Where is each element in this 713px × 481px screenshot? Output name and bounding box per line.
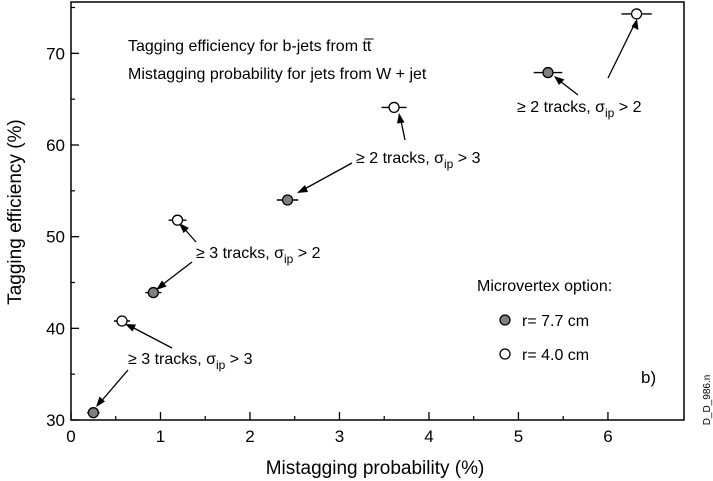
arrowhead-2tracks-sip2 [631,19,639,30]
legend-marker-open [499,348,511,360]
data-point [542,66,554,79]
x-tick-label: 4 [424,427,433,446]
annotation-arrows [96,19,639,407]
data-point [87,407,100,419]
data-point [116,315,128,327]
side-label: D_D_986.n [702,375,713,426]
panel-label: b) [641,368,656,387]
title-line-2: Mistagging probability for jets from W +… [128,66,427,83]
data-point [630,8,643,20]
x-tick-label: 5 [514,427,523,446]
data-point [147,286,159,299]
x-axis-label: Mistagging probability (%) [266,458,485,479]
legend-label-r77: r= 7.7 cm [522,313,589,330]
data-point [388,101,400,114]
arrow-2tracks-sip3-b [298,162,353,193]
axes [70,1,685,421]
y-tick-label: 60 [46,136,65,155]
legend-title: Microvertex option: [477,278,612,295]
data-point [171,214,184,226]
x-tick-label: 0 [66,427,75,446]
arrowhead-3tracks-sip2-b [156,280,167,290]
arrowhead-3tracks-sip3-b [96,396,105,407]
arrowhead-3tracks-sip3-a [125,324,136,332]
arrowhead-2tracks-sip3-b [297,185,308,193]
annotation-label-2tracks-sip3: ≥ 2 tracks, σip > 3 [356,150,481,171]
arrow-3tracks-sip3-a [127,324,173,349]
annotation-label-2tracks-sip2: ≥ 2 tracks, σip > 2 [517,99,642,120]
arrowhead-3tracks-sip2-a [179,223,189,233]
y-axis-label: Tagging efficiency (%) [5,119,26,305]
data-point [281,194,294,206]
x-tick-label: 3 [335,427,344,446]
legend-marker-filled [499,314,511,326]
title-line-1: Tagging efficiency for b-jets from tt̅ [128,38,374,55]
x-tick-label: 6 [603,427,612,446]
y-tick-label: 40 [46,319,65,338]
arrowhead-2tracks-sip2-b [554,76,565,85]
legend-label-r40: r= 4.0 cm [522,347,589,364]
y-tick-label: 70 [46,44,65,63]
x-tick-label: 2 [245,427,254,446]
annotation-label-3tracks-sip2: ≥ 3 tracks, σip > 2 [196,245,321,266]
y-tick-label: 30 [46,411,65,430]
y-tick-label: 50 [46,228,65,247]
x-tick-label: 1 [156,427,165,446]
data-points [87,8,652,419]
annotation-label-3tracks-sip3: ≥ 3 tracks, σip > 3 [128,351,253,372]
axis-ticks: 0 1 2 3 4 5 6 30 40 50 60 70 [46,6,613,446]
arrow-3tracks-sip3-b [97,369,129,406]
plot-frame [70,1,685,421]
arrow-2tracks-sip2 [607,20,637,79]
arrowhead-2tracks-sip3-a [397,113,405,124]
